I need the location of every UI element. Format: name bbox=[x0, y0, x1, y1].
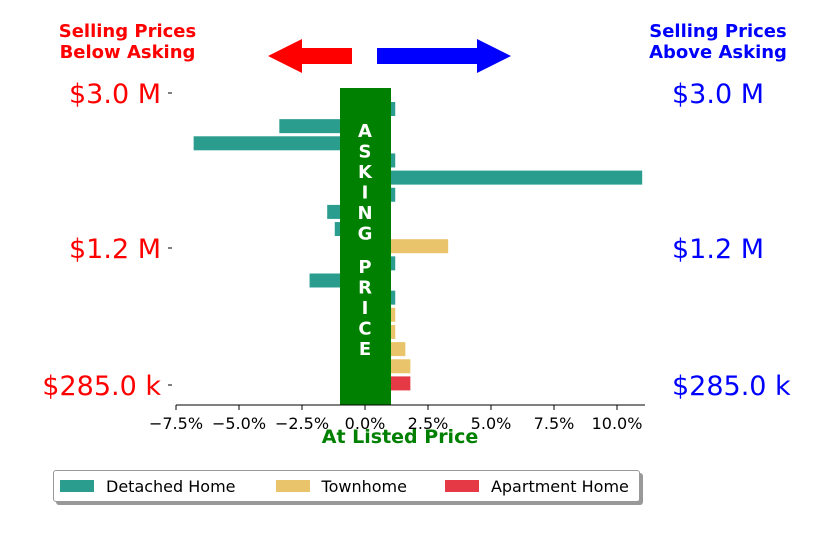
x-tick-label: 5.0% bbox=[471, 414, 512, 433]
x-tick-label: −5.0% bbox=[212, 414, 266, 433]
bars-group bbox=[193, 102, 643, 391]
legend-item-detached: Detached Home bbox=[54, 477, 236, 496]
legend-swatch-townhome bbox=[275, 480, 310, 492]
header-below-line2: Below Asking bbox=[59, 42, 196, 63]
asking-price-letter: A bbox=[358, 121, 372, 142]
x-tick-label: 2.5% bbox=[408, 414, 449, 433]
y-tick-label-right: $285.0 k bbox=[672, 371, 791, 402]
asking-price-letter: C bbox=[358, 319, 371, 340]
x-ticks: −7.5% −5.0% −2.5% 0.0% 2.5% 5.0% 7.5% 10.0% bbox=[149, 405, 642, 433]
x-tick-label: −7.5% bbox=[149, 414, 203, 433]
asking-price-letter: R bbox=[358, 278, 372, 299]
x-tick-label: 0.0% bbox=[345, 414, 386, 433]
y-tick-label-left: $285.0 k bbox=[42, 371, 161, 402]
asking-price-letter: E bbox=[359, 339, 371, 360]
x-tick-label: 7.5% bbox=[534, 414, 575, 433]
asking-price-letter: K bbox=[358, 162, 373, 183]
left-arrow-icon bbox=[268, 39, 352, 73]
y-tick-label-left: $3.0 M bbox=[69, 79, 161, 110]
asking-price-letter: N bbox=[357, 203, 372, 224]
header-above-asking: Selling Prices Above Asking bbox=[628, 21, 808, 63]
y-tick-label-right: $3.0 M bbox=[672, 79, 764, 110]
header-above-line1: Selling Prices bbox=[649, 21, 787, 42]
asking-price-letter: I bbox=[362, 183, 369, 204]
legend-label-townhome: Townhome bbox=[321, 476, 407, 496]
header-below-asking: Selling Prices Below Asking bbox=[40, 21, 215, 63]
y-tick-label-right: $1.2 M bbox=[672, 234, 764, 265]
legend-swatch-apartment bbox=[444, 480, 479, 492]
asking-price-letter: I bbox=[362, 298, 369, 319]
bar-detached-home-2 bbox=[193, 136, 365, 151]
asking-price-letter: G bbox=[358, 224, 373, 245]
x-tick-label: 10.0% bbox=[592, 414, 643, 433]
legend-label-apartment: Apartment Home bbox=[490, 476, 629, 496]
x-axis-label: At Listed Price bbox=[321, 426, 479, 448]
asking-price-letter: P bbox=[358, 257, 371, 278]
header-above-line2: Above Asking bbox=[649, 42, 787, 63]
asking-price-letter: S bbox=[359, 142, 372, 163]
legend: Detached Home Townhome Apartment Home bbox=[53, 470, 640, 502]
legend-label-detached: Detached Home bbox=[106, 476, 236, 496]
direction-arrows bbox=[268, 39, 511, 73]
legend-swatch-detached bbox=[60, 480, 94, 492]
bar-detached-home-4 bbox=[365, 170, 643, 185]
legend-item-townhome: Townhome bbox=[270, 477, 407, 496]
y-tick-label-left: $1.2 M bbox=[69, 234, 161, 265]
y-ticks: $3.0 M $1.2 M $285.0 k $3.0 M $1.2 M $285.0 k bbox=[42, 79, 791, 402]
header-below-line1: Selling Prices bbox=[58, 21, 197, 42]
x-tick-label: −2.5% bbox=[275, 414, 329, 433]
right-arrow-icon bbox=[377, 39, 511, 73]
legend-item-apartment: Apartment Home bbox=[439, 477, 629, 496]
asking-price-band bbox=[340, 88, 391, 405]
